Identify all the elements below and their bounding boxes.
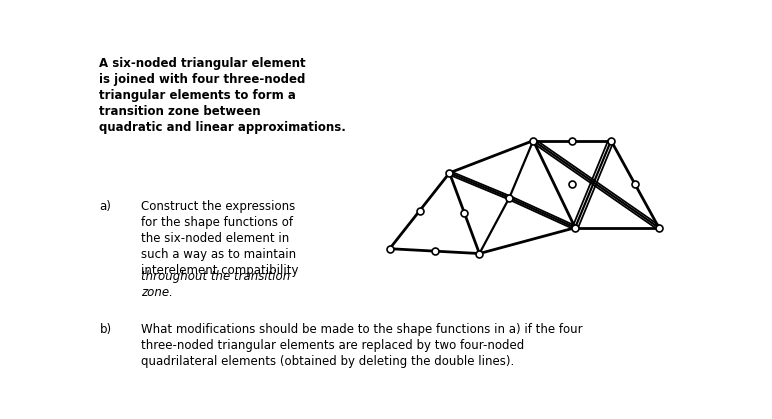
Text: throughout the transition
zone.: throughout the transition zone. bbox=[141, 270, 290, 299]
Text: Construct the expressions
for the shape functions of
the six-noded element in
su: Construct the expressions for the shape … bbox=[141, 200, 299, 277]
Text: b): b) bbox=[100, 323, 112, 336]
Text: What modifications should be made to the shape functions in a) if the four
three: What modifications should be made to the… bbox=[141, 323, 583, 368]
Text: A six-noded triangular element
is joined with four three-noded
triangular elemen: A six-noded triangular element is joined… bbox=[100, 57, 347, 134]
Text: a): a) bbox=[100, 200, 111, 213]
